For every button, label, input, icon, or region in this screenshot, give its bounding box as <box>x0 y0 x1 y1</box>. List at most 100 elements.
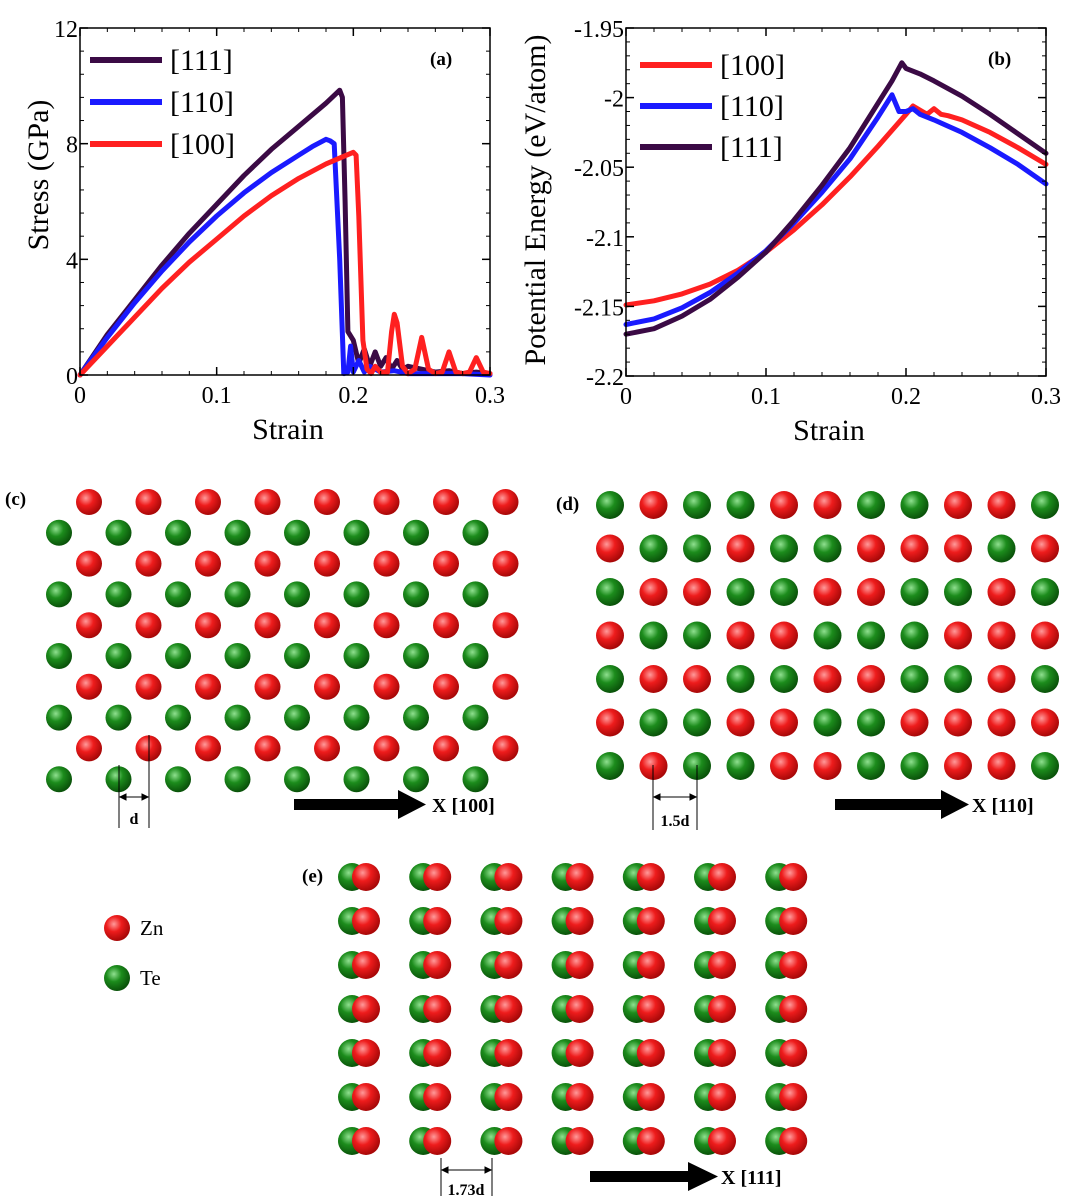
x-tick-label: 0 <box>74 383 86 409</box>
legend-label: [110] <box>170 86 234 119</box>
zn-atom <box>494 1039 523 1067</box>
te-atom <box>770 534 798 563</box>
x-tick-label: 0.2 <box>891 384 921 410</box>
legend-label: [110] <box>720 90 784 123</box>
zn-atom <box>433 550 459 577</box>
te-atom <box>900 665 929 693</box>
panel-a-xlabel: Strain <box>252 413 324 446</box>
te-atom <box>284 643 310 669</box>
te-atom <box>165 519 191 546</box>
zn-atom <box>135 612 162 639</box>
zn-atom <box>708 863 736 891</box>
te-atom <box>813 534 842 563</box>
te-atom <box>944 578 972 606</box>
panel-e-direction-arrow <box>590 1162 718 1191</box>
te-atom <box>403 581 429 608</box>
panel-e-direction-label: X [111] <box>721 1167 782 1189</box>
te-atom <box>683 491 711 519</box>
zn-atom <box>708 1083 736 1111</box>
panel-b-xlabel: Strain <box>793 414 865 447</box>
te-atom <box>462 704 489 731</box>
zn-atom <box>423 907 452 935</box>
te-atom <box>165 704 191 731</box>
zn-atom <box>565 907 594 935</box>
zn-atom <box>565 1127 594 1155</box>
te-atom <box>462 766 489 793</box>
panel-c-lattice-100: (c) d X [100] <box>5 489 519 828</box>
te-atom <box>726 491 755 519</box>
zn-atom <box>900 708 929 737</box>
x-tick-label: 0.1 <box>751 384 781 410</box>
zn-atom <box>683 665 711 693</box>
zn-atom <box>254 550 281 577</box>
y-tick-label: -1.95 <box>574 17 624 43</box>
te-atom <box>726 752 755 780</box>
zn-atom <box>639 491 668 519</box>
te-atom <box>105 704 132 731</box>
zn-atom <box>779 1039 808 1067</box>
zn-atom <box>423 1127 452 1155</box>
zn-atom <box>565 951 594 979</box>
panel-b-energy: Potential Energy (eV/atom) Strain 0 0.1 0.… <box>519 17 1061 447</box>
zn-atom <box>195 489 221 515</box>
te-atom <box>224 704 251 731</box>
te-atom <box>900 491 929 519</box>
te-atom <box>224 519 251 546</box>
zn-atom <box>433 673 459 700</box>
te-atom <box>403 643 429 669</box>
panel-a-stress: Stress (GPa) Strain 0 0.1 0.2 0.3 0 4 8 12 [111… <box>22 17 505 446</box>
zn-atom <box>195 550 221 577</box>
panel-c-direction-label: X [100] <box>432 795 495 817</box>
zn-atom <box>987 491 1016 519</box>
zn-atom <box>779 1127 808 1155</box>
te-atom <box>596 578 624 606</box>
zn-atom <box>494 995 523 1023</box>
te-atom <box>46 704 72 731</box>
zn-atom <box>683 578 711 606</box>
te-atom <box>105 643 132 669</box>
zn-atom <box>857 534 885 563</box>
zn-atom <box>254 612 281 639</box>
y-tick-label: -2.15 <box>574 295 624 321</box>
te-atom <box>165 643 191 669</box>
zn-atom <box>596 621 624 650</box>
zn-atom <box>565 1039 594 1067</box>
te-atom <box>683 621 711 650</box>
te-atom <box>462 581 489 608</box>
legend-label: [111] <box>170 44 233 77</box>
legend-label: [100] <box>170 128 235 161</box>
panel-d-spacing-marker <box>652 765 698 830</box>
zn-atom <box>195 735 221 762</box>
panel-a-ticks: 0 0.1 0.2 0.3 0 4 8 12 <box>54 17 505 409</box>
y-tick-label: -2.1 <box>586 226 624 252</box>
x-tick-label: 0.3 <box>1031 384 1061 410</box>
zn-atom <box>770 708 798 737</box>
te-atom <box>224 643 251 669</box>
zn-atom <box>708 1039 736 1067</box>
zn-atom <box>779 1083 808 1111</box>
zn-atom <box>423 863 452 891</box>
zn-atom <box>494 951 523 979</box>
zn-atom <box>726 708 755 737</box>
zn-atom <box>636 1083 665 1111</box>
zn-atom <box>494 1083 523 1111</box>
y-tick-label: 8 <box>66 133 78 159</box>
zn-atom <box>987 621 1016 650</box>
y-tick-label: 0 <box>66 364 78 390</box>
series-line-110 <box>77 136 493 378</box>
zn-atom <box>779 907 808 935</box>
te-atom <box>46 519 72 546</box>
te-atom <box>900 621 929 650</box>
x-tick-label: 0.1 <box>202 383 232 409</box>
zn-atom <box>813 578 842 606</box>
zn-atom <box>254 735 281 762</box>
panel-d-spacing-label: 1.5d <box>661 813 690 830</box>
panel-c-label: (c) <box>5 489 26 510</box>
zn-atom <box>636 1127 665 1155</box>
zn-atom <box>636 907 665 935</box>
te-atom <box>284 519 310 546</box>
zn-atom <box>433 735 459 762</box>
zn-atom <box>639 665 668 693</box>
zn-atom <box>639 578 668 606</box>
te-atom <box>639 708 668 737</box>
